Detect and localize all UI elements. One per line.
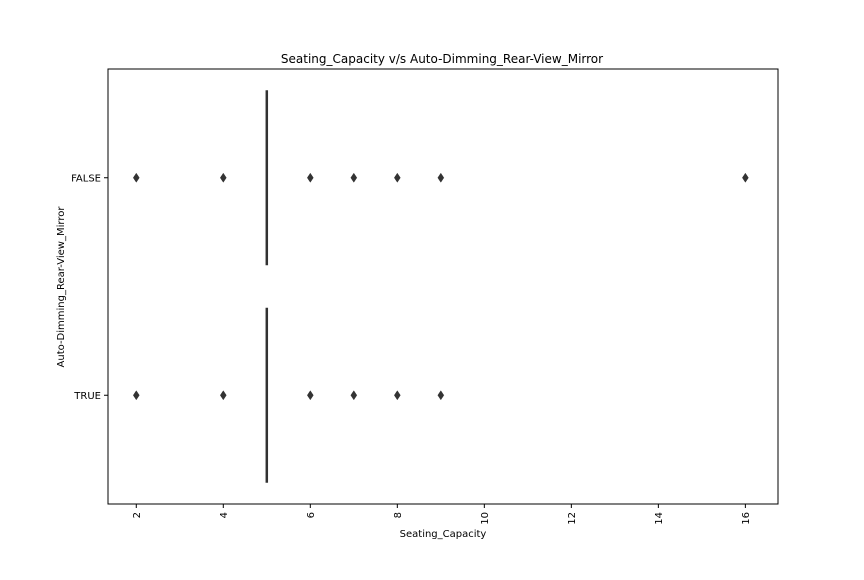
outlier-point bbox=[437, 390, 445, 401]
chart-title: Seating_Capacity v/s Auto-Dimming_Rear-V… bbox=[281, 52, 603, 66]
x-axis: 2 4 6 8 10 12 14 16 bbox=[132, 504, 752, 525]
plot-area bbox=[132, 90, 749, 483]
outlier-point bbox=[350, 172, 358, 183]
x-tick-label: 6 bbox=[306, 512, 317, 518]
outlier-point bbox=[394, 390, 401, 401]
x-tick-label: 10 bbox=[480, 512, 491, 525]
outlier-point bbox=[307, 172, 314, 183]
x-tick-label: 2 bbox=[132, 512, 143, 518]
outlier-point bbox=[350, 390, 358, 401]
y-axis: FALSE TRUE bbox=[71, 173, 108, 402]
outlier-point bbox=[132, 172, 140, 183]
outlier-point bbox=[742, 172, 749, 183]
outlier-point bbox=[437, 172, 445, 183]
x-tick-label: 14 bbox=[654, 512, 665, 525]
x-tick-label: 16 bbox=[741, 512, 752, 525]
plot-frame bbox=[107, 68, 779, 505]
outlier-point bbox=[394, 172, 401, 183]
y-tick-label: TRUE bbox=[73, 391, 101, 402]
x-tick-label: 8 bbox=[393, 512, 404, 518]
outlier-point bbox=[307, 390, 314, 401]
outlier-point bbox=[132, 390, 140, 401]
x-tick-label: 4 bbox=[219, 512, 230, 518]
y-tick-label: FALSE bbox=[71, 173, 101, 184]
outlier-point bbox=[219, 172, 227, 183]
y-axis-label: Auto-Dimming_Rear-View_Mirror bbox=[56, 206, 67, 368]
outlier-point bbox=[219, 390, 227, 401]
x-tick-label: 12 bbox=[567, 512, 578, 525]
x-axis-label: Seating_Capacity bbox=[400, 529, 487, 540]
